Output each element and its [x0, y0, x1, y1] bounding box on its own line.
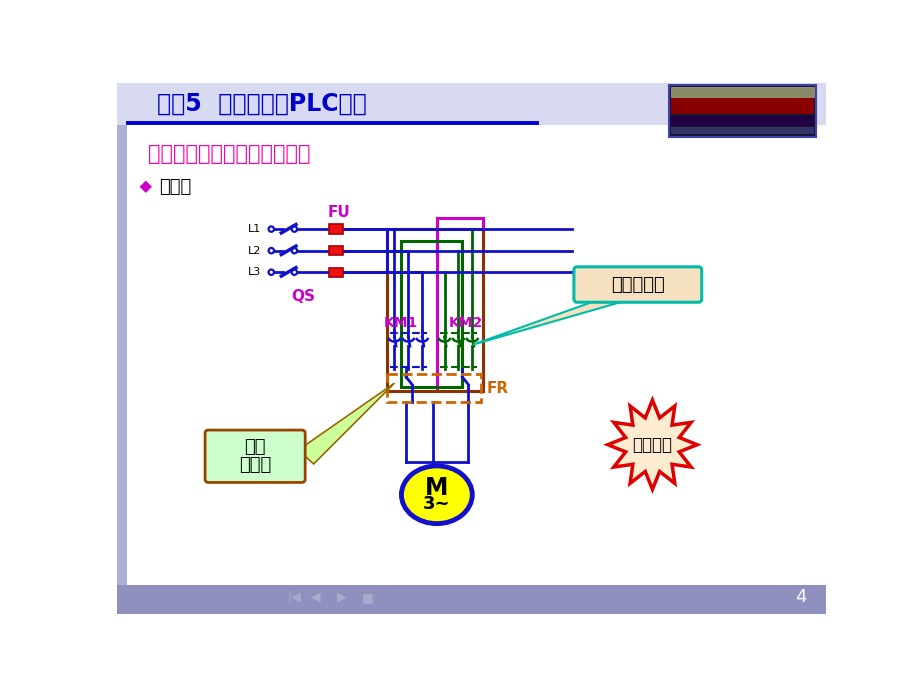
Text: FU: FU: [327, 205, 350, 219]
Text: 反转接触器: 反转接触器: [610, 275, 664, 293]
FancyBboxPatch shape: [573, 267, 701, 302]
Text: ▶: ▶: [337, 591, 346, 604]
Text: 注意调相: 注意调相: [631, 435, 672, 454]
FancyBboxPatch shape: [117, 83, 825, 125]
Text: 正转: 正转: [244, 438, 266, 456]
Polygon shape: [607, 400, 697, 489]
Text: L2: L2: [247, 246, 261, 256]
FancyBboxPatch shape: [670, 98, 813, 114]
FancyBboxPatch shape: [117, 125, 127, 585]
Polygon shape: [140, 181, 152, 193]
FancyBboxPatch shape: [670, 128, 813, 135]
Text: 3~: 3~: [423, 495, 450, 513]
Text: |◀: |◀: [287, 591, 301, 604]
Ellipse shape: [401, 466, 471, 524]
Text: 实例二、电动机的正反转控制: 实例二、电动机的正反转控制: [148, 144, 311, 164]
FancyBboxPatch shape: [329, 246, 343, 255]
Text: 主电路: 主电路: [159, 178, 191, 196]
FancyBboxPatch shape: [117, 585, 825, 614]
FancyBboxPatch shape: [329, 224, 343, 234]
Text: FR: FR: [486, 381, 508, 395]
Text: ■: ■: [361, 591, 373, 604]
Text: QS: QS: [291, 289, 315, 304]
Text: M: M: [425, 476, 448, 500]
FancyBboxPatch shape: [668, 85, 815, 137]
Text: 接触器: 接触器: [239, 457, 271, 475]
Text: L1: L1: [248, 224, 261, 234]
Text: KM1: KM1: [383, 316, 417, 330]
FancyBboxPatch shape: [670, 116, 813, 126]
Text: 项目5  数控机床的PLC控制: 项目5 数控机床的PLC控制: [157, 92, 367, 116]
FancyBboxPatch shape: [670, 87, 813, 97]
FancyBboxPatch shape: [205, 430, 305, 482]
Polygon shape: [298, 383, 394, 464]
Text: KM2: KM2: [448, 316, 482, 330]
FancyBboxPatch shape: [329, 268, 343, 277]
Polygon shape: [472, 299, 630, 344]
Text: ◀: ◀: [311, 591, 321, 604]
Text: L3: L3: [248, 267, 261, 277]
Text: 4: 4: [794, 588, 806, 606]
